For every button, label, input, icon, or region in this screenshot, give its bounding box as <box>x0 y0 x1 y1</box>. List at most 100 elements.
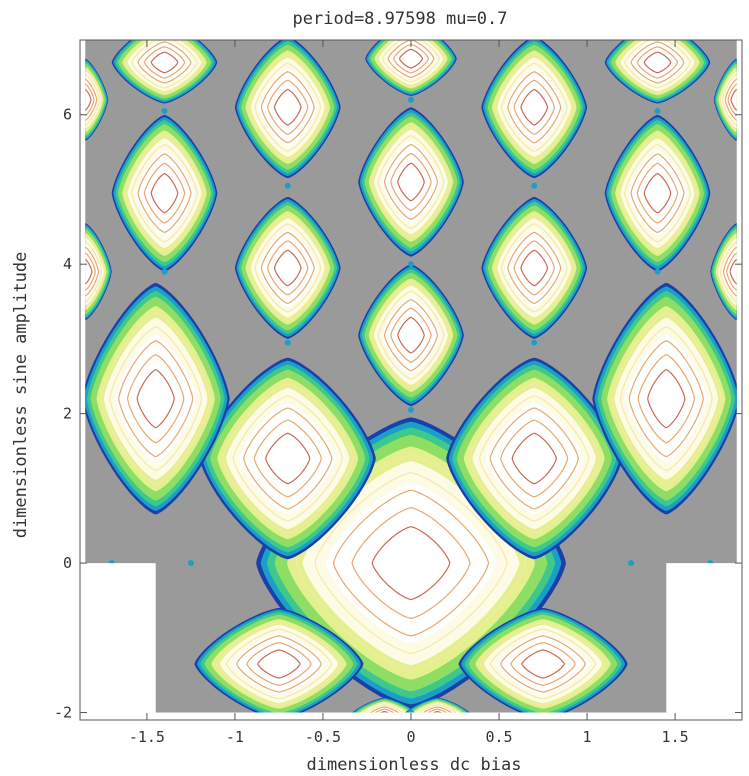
contour-line <box>630 153 685 234</box>
contour-line <box>624 143 691 243</box>
contour-line <box>507 231 562 305</box>
separatrix-node <box>707 560 714 567</box>
contour-line <box>265 432 311 485</box>
contour-line <box>387 40 435 79</box>
y-tick-label: 2 <box>63 405 72 423</box>
contour-region <box>604 40 711 104</box>
separatrix-node <box>654 107 661 114</box>
contour-line <box>376 40 446 87</box>
contour-line <box>617 40 698 94</box>
contour-line <box>85 235 106 309</box>
contour-regions <box>85 40 737 713</box>
x-tick-label: 1.5 <box>662 728 689 746</box>
contour-line <box>85 240 103 303</box>
contour-line <box>126 354 185 444</box>
contour-line <box>383 299 439 372</box>
contour-line <box>383 143 439 220</box>
contour-line <box>726 252 737 291</box>
contour-line <box>520 249 548 287</box>
contour-line <box>85 73 101 126</box>
contour-band <box>232 633 326 695</box>
contour-line <box>727 83 737 117</box>
contour-line <box>248 54 328 161</box>
contour-line <box>624 40 691 89</box>
contour-line <box>267 79 309 135</box>
contour-line <box>643 51 672 74</box>
contour-band <box>85 77 98 123</box>
contour-band <box>135 40 194 85</box>
contour-band <box>485 403 583 514</box>
contour-line <box>494 214 574 322</box>
contour-line <box>150 51 179 74</box>
contour-line <box>716 235 737 309</box>
contour-line <box>254 223 322 313</box>
contour-line <box>260 231 315 305</box>
contour-line <box>137 153 192 234</box>
contour-line <box>520 88 548 126</box>
contour-region <box>194 607 364 713</box>
contour-region <box>604 114 711 272</box>
contour-band <box>325 482 497 644</box>
contour-line <box>371 281 451 389</box>
contour-line <box>118 340 194 458</box>
separatrix-node <box>284 339 291 346</box>
contour-line <box>109 326 203 472</box>
contour-line <box>375 711 395 713</box>
separatrix-node <box>161 268 168 275</box>
contour-line <box>362 704 408 713</box>
contour-line <box>719 68 737 131</box>
contour-line <box>371 126 451 238</box>
contour-line <box>414 704 460 713</box>
contour-band <box>412 703 463 713</box>
contour-band <box>724 77 737 123</box>
contour-line <box>85 78 98 121</box>
contour-line <box>377 134 445 229</box>
contour-region <box>402 697 473 713</box>
contour-line <box>246 642 312 686</box>
contour-region <box>85 58 109 141</box>
contour-line <box>390 152 432 212</box>
contour-line <box>724 78 737 121</box>
contour-line <box>490 628 597 700</box>
contour-line <box>370 708 399 713</box>
contour-line <box>511 432 557 485</box>
contour-band <box>418 706 457 713</box>
contour-line <box>332 489 490 637</box>
contour-line <box>479 395 590 522</box>
contour-line <box>236 635 322 693</box>
contour-line <box>221 383 354 534</box>
contour-line <box>521 649 565 679</box>
contour-line <box>510 642 576 686</box>
contour-region <box>234 196 341 339</box>
contour-line <box>513 79 555 135</box>
contour-band <box>258 228 317 307</box>
contour-line <box>500 419 569 498</box>
contour-line <box>637 354 696 444</box>
contour-line <box>131 40 198 89</box>
contour-line <box>215 621 343 707</box>
contour-line <box>124 40 205 94</box>
x-tick-label: -1 <box>226 728 244 746</box>
separatrix-node <box>408 709 414 713</box>
contour-line <box>719 240 737 303</box>
contour-region <box>365 40 457 96</box>
contour-line <box>722 246 737 297</box>
contour-line <box>143 46 186 79</box>
contour-line <box>85 68 103 131</box>
x-tick-label: -1.5 <box>129 728 165 746</box>
separatrix-node <box>108 560 115 567</box>
contour-line <box>85 246 100 297</box>
contour-line <box>617 134 698 252</box>
contour-line <box>397 316 425 354</box>
plot-area <box>85 40 737 713</box>
contour-line <box>254 62 322 152</box>
contour-line <box>479 621 607 707</box>
contour-region <box>349 697 420 713</box>
chart-title: period=8.97598 mu=0.7 <box>293 9 508 29</box>
contour-line <box>371 525 451 601</box>
separatrix-node <box>408 261 414 268</box>
separatrix-node <box>628 560 635 567</box>
contour-line <box>260 71 315 144</box>
contour-region <box>458 607 628 713</box>
